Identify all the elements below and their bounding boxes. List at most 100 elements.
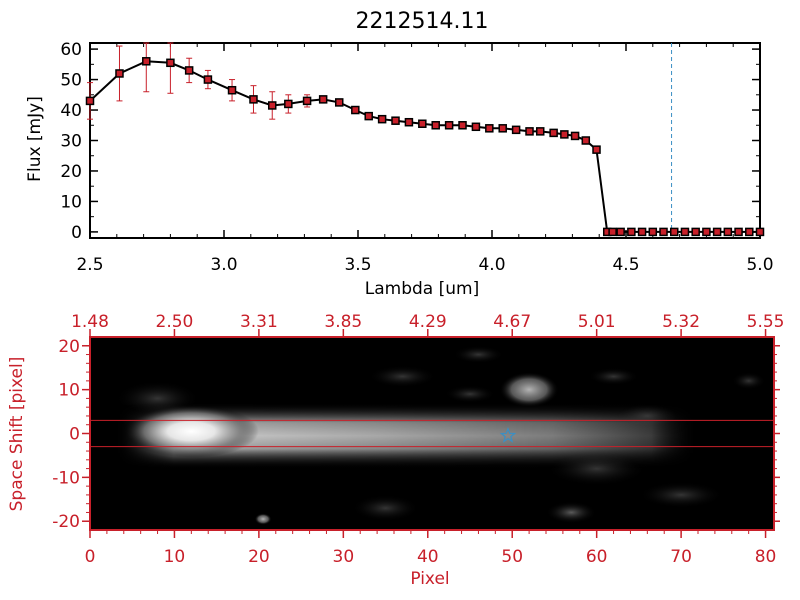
- pixel-tick-label: 80: [755, 547, 777, 567]
- noise-patch: [731, 372, 766, 390]
- space-shift-tick-label: 10: [58, 381, 80, 401]
- data-point: [755, 227, 765, 237]
- data-point: [745, 227, 754, 237]
- data-point: [648, 227, 658, 237]
- data-point: [525, 127, 534, 136]
- pixel-tick-label: 20: [248, 547, 270, 567]
- x-tick-label: 5.0: [746, 255, 773, 275]
- wavelength-tick-label: 1.48: [71, 312, 109, 332]
- wavelength-tick-label: 4.29: [409, 312, 447, 332]
- x-tick-label: 2.5: [76, 255, 103, 275]
- data-point: [702, 227, 711, 237]
- y-tick-label: 10: [60, 192, 82, 212]
- spectrum-plot: 2.5 3.0 3.5 4.0 4.5 5.0 0 10 20 30 40 50 60: [60, 40, 773, 275]
- data-point: [723, 227, 733, 237]
- data-point: [592, 145, 601, 154]
- data-point: [535, 127, 545, 136]
- y-tick-label: 60: [60, 40, 82, 60]
- data-point: [549, 128, 558, 138]
- data-point: [364, 111, 373, 121]
- data-point: [581, 136, 591, 145]
- data-point: [511, 125, 521, 135]
- wavelength-tick-label: 4.67: [493, 312, 531, 332]
- pixel-tick-label: 30: [333, 547, 355, 567]
- wavelength-tick-label: 2.50: [156, 312, 194, 332]
- hot-pixel: [254, 513, 272, 525]
- data-point: [431, 121, 440, 130]
- y-axis-label: Flux [mJy]: [25, 96, 45, 182]
- spectral-image-plot: 0 10 20 30 40 50 60 70 80 1.48 2.50 3.31 3.85 4.29 4.6…: [52, 312, 784, 567]
- data-point: [404, 117, 414, 127]
- wavelength-tick-label: 5.01: [578, 312, 616, 332]
- wavelength-tick-label: 5.32: [662, 312, 700, 332]
- pixel-tick-label: 0: [85, 547, 96, 567]
- data-point: [284, 99, 293, 109]
- faint-blob: [546, 501, 597, 524]
- data-point: [616, 227, 625, 237]
- chart-title: 2212514.11: [356, 9, 489, 34]
- pixel-axis-label: Pixel: [410, 569, 449, 589]
- space-shift-tick-label: 20: [58, 337, 80, 357]
- noise-patch: [368, 365, 437, 388]
- wavelength-tick-label: 3.85: [324, 312, 362, 332]
- source-blob-secondary: [499, 372, 559, 408]
- wavelength-tick-label: 5.55: [747, 312, 785, 332]
- data-point: [734, 227, 743, 237]
- data-point: [334, 98, 344, 107]
- data-point: [351, 105, 360, 115]
- pixel-tick-label: 60: [586, 547, 608, 567]
- flux-series-line: [89, 60, 760, 233]
- data-point: [560, 130, 569, 139]
- noise-patch: [588, 367, 639, 386]
- x-tick-label: 4.0: [478, 255, 505, 275]
- x-tick-label: 3.5: [344, 255, 371, 275]
- data-point: [377, 114, 387, 124]
- data-point: [498, 124, 507, 133]
- space-shift-tick-label: -20: [52, 512, 80, 532]
- data-point: [570, 131, 580, 141]
- y-tick-label: 30: [60, 132, 82, 152]
- x-tick-label: 4.5: [612, 255, 639, 275]
- data-point: [267, 101, 277, 110]
- data-point: [318, 95, 328, 104]
- data-point: [302, 96, 312, 106]
- data-point: [659, 227, 668, 237]
- data-point: [184, 66, 194, 75]
- data-point: [418, 119, 427, 128]
- data-point: [444, 121, 454, 130]
- x-axis-label: Lambda [um]: [365, 279, 479, 299]
- y-tick-label: 20: [60, 162, 82, 182]
- noise-patch: [351, 494, 420, 522]
- y-tick-label: 40: [60, 101, 82, 121]
- data-point: [712, 227, 722, 237]
- noise-patch: [638, 481, 724, 509]
- data-point: [637, 227, 647, 237]
- data-point: [249, 95, 258, 104]
- data-point: [203, 75, 213, 84]
- data-point: [142, 57, 151, 66]
- pixel-tick-label: 50: [501, 547, 523, 567]
- data-point: [458, 121, 467, 130]
- noise-patch: [453, 345, 504, 364]
- space-shift-tick-label: 0: [69, 425, 80, 445]
- data-point: [608, 227, 617, 237]
- source-blob-primary: [123, 404, 259, 458]
- data-point: [85, 96, 95, 106]
- space-shift-tick-label: -10: [52, 468, 80, 488]
- data-point: [627, 227, 636, 237]
- star-marker: [499, 427, 517, 443]
- wavelength-tick-label: 3.31: [240, 312, 278, 332]
- data-point: [227, 85, 237, 95]
- pixel-tick-label: 40: [417, 547, 439, 567]
- pixel-tick-label: 10: [164, 547, 186, 567]
- data-point: [680, 227, 690, 237]
- noise-patch: [444, 385, 496, 403]
- data-point: [691, 227, 700, 237]
- data-point: [115, 69, 124, 78]
- data-point: [166, 58, 175, 68]
- data-point: [669, 227, 679, 237]
- space-shift-axis-label: Space Shift [pixel]: [7, 357, 27, 512]
- y-tick-label: 50: [60, 71, 82, 91]
- data-point: [391, 116, 400, 125]
